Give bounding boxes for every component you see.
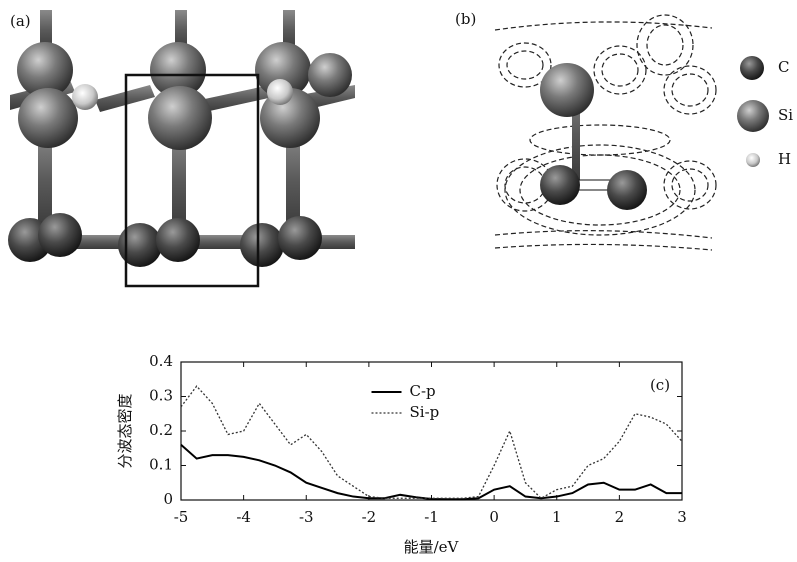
y-tick-label: 0.2 [149, 421, 173, 439]
chart: (c) 分波态密度 能量/eV 0 0.1 0.2 0.3 0.4 -5 -4 -3 -2 -1 0… [116, 352, 687, 556]
panel-label: (b) [455, 10, 476, 28]
legend-swatch [740, 56, 764, 80]
x-tick-label: -1 [424, 508, 439, 526]
x-tick-label: -4 [236, 508, 251, 526]
x-tick-label: -2 [362, 508, 377, 526]
y-tick-label: 0.3 [149, 387, 173, 405]
si-atom [540, 63, 594, 117]
si-atoms [17, 42, 352, 150]
panel-label: (c) [650, 376, 670, 394]
c-atom [607, 170, 647, 210]
x-tick-label: 2 [615, 508, 625, 526]
y-tick-label: 0.1 [149, 456, 173, 474]
legend-label: Si [778, 106, 793, 124]
panel-b: (b) [455, 10, 716, 250]
c-atom [540, 165, 580, 205]
x-tick-label: 3 [677, 508, 687, 526]
y-tick-label: 0.4 [149, 352, 173, 370]
c-atoms [8, 213, 322, 267]
legend-swatch [737, 100, 769, 132]
legend-label: C [778, 58, 789, 76]
panel-label: (a) [10, 12, 31, 30]
x-tick-label: 1 [552, 508, 562, 526]
panel-a: (a) [8, 10, 355, 286]
species-legend: C Si H [737, 56, 793, 168]
legend-label: C-p [410, 382, 436, 400]
y-tick-label: 0 [163, 490, 173, 508]
legend-label: H [778, 150, 791, 168]
x-tick-label: -5 [174, 508, 189, 526]
x-tick-label: 0 [489, 508, 499, 526]
x-axis-label: 能量/eV [404, 538, 460, 556]
x-tick-label: -3 [299, 508, 314, 526]
contours [495, 15, 716, 250]
figure: (a) (b) C Si H (c) 分波 [0, 0, 797, 562]
line-series [181, 445, 682, 500]
y-axis-label: 分波态密度 [116, 393, 134, 468]
legend-swatch [746, 153, 760, 167]
legend-label: Si-p [410, 403, 440, 421]
